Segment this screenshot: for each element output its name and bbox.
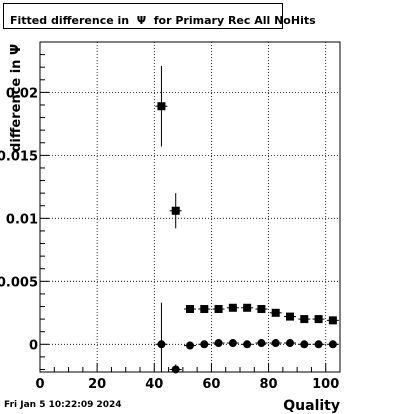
y-tick-label: 0.015	[0, 149, 38, 164]
y-tick-label: 0	[29, 338, 38, 353]
data-point-square	[228, 303, 237, 312]
data-point-circle	[314, 340, 323, 349]
x-tick-label: 20	[88, 377, 106, 392]
data-point-circle	[300, 340, 309, 349]
data-point-circle	[228, 339, 237, 348]
data-point-square	[214, 305, 223, 314]
data-point-square	[314, 315, 323, 324]
x-tick-label: 60	[202, 377, 220, 392]
data-point-square	[328, 316, 337, 325]
data-point-circle	[214, 339, 223, 348]
data-point-circle	[186, 341, 194, 350]
y-axis-label: difference in Ψ	[9, 44, 24, 152]
y-tick-label: 0.01	[6, 212, 38, 227]
data-point-square	[300, 315, 309, 324]
data-point-circle	[171, 365, 180, 374]
data-point-circle	[328, 340, 337, 349]
data-point-square	[271, 308, 280, 317]
x-axis-label: Quality	[283, 398, 340, 414]
y-tick-label: 0.005	[0, 275, 38, 290]
data-point-square	[286, 312, 294, 321]
data-point-square	[171, 206, 180, 215]
data-point-circle	[257, 339, 266, 348]
data-point-square	[186, 305, 194, 314]
data-point-circle	[157, 340, 166, 349]
data-point-square	[257, 305, 266, 314]
data-point-circle	[200, 340, 209, 349]
data-point-circle	[271, 339, 280, 348]
timestamp-footer: Fri Jan 5 10:22:09 2024	[4, 400, 122, 410]
data-point-circle	[286, 339, 294, 348]
data-point-square	[243, 303, 252, 312]
x-tick-label: 40	[145, 377, 163, 392]
x-tick-label: 100	[312, 377, 339, 392]
data-point-square	[200, 305, 209, 314]
chart-title-box: Fitted difference in Ψ for Primary Rec A…	[3, 3, 316, 29]
y-tick-label: 0.02	[6, 86, 38, 101]
chart-title: Fitted difference in Ψ for Primary Rec A…	[10, 14, 316, 27]
data-point-square	[157, 102, 166, 111]
x-tick-label: 0	[35, 377, 44, 392]
plot-frame	[39, 41, 341, 373]
x-tick-label: 80	[260, 377, 278, 392]
data-point-circle	[243, 340, 252, 349]
